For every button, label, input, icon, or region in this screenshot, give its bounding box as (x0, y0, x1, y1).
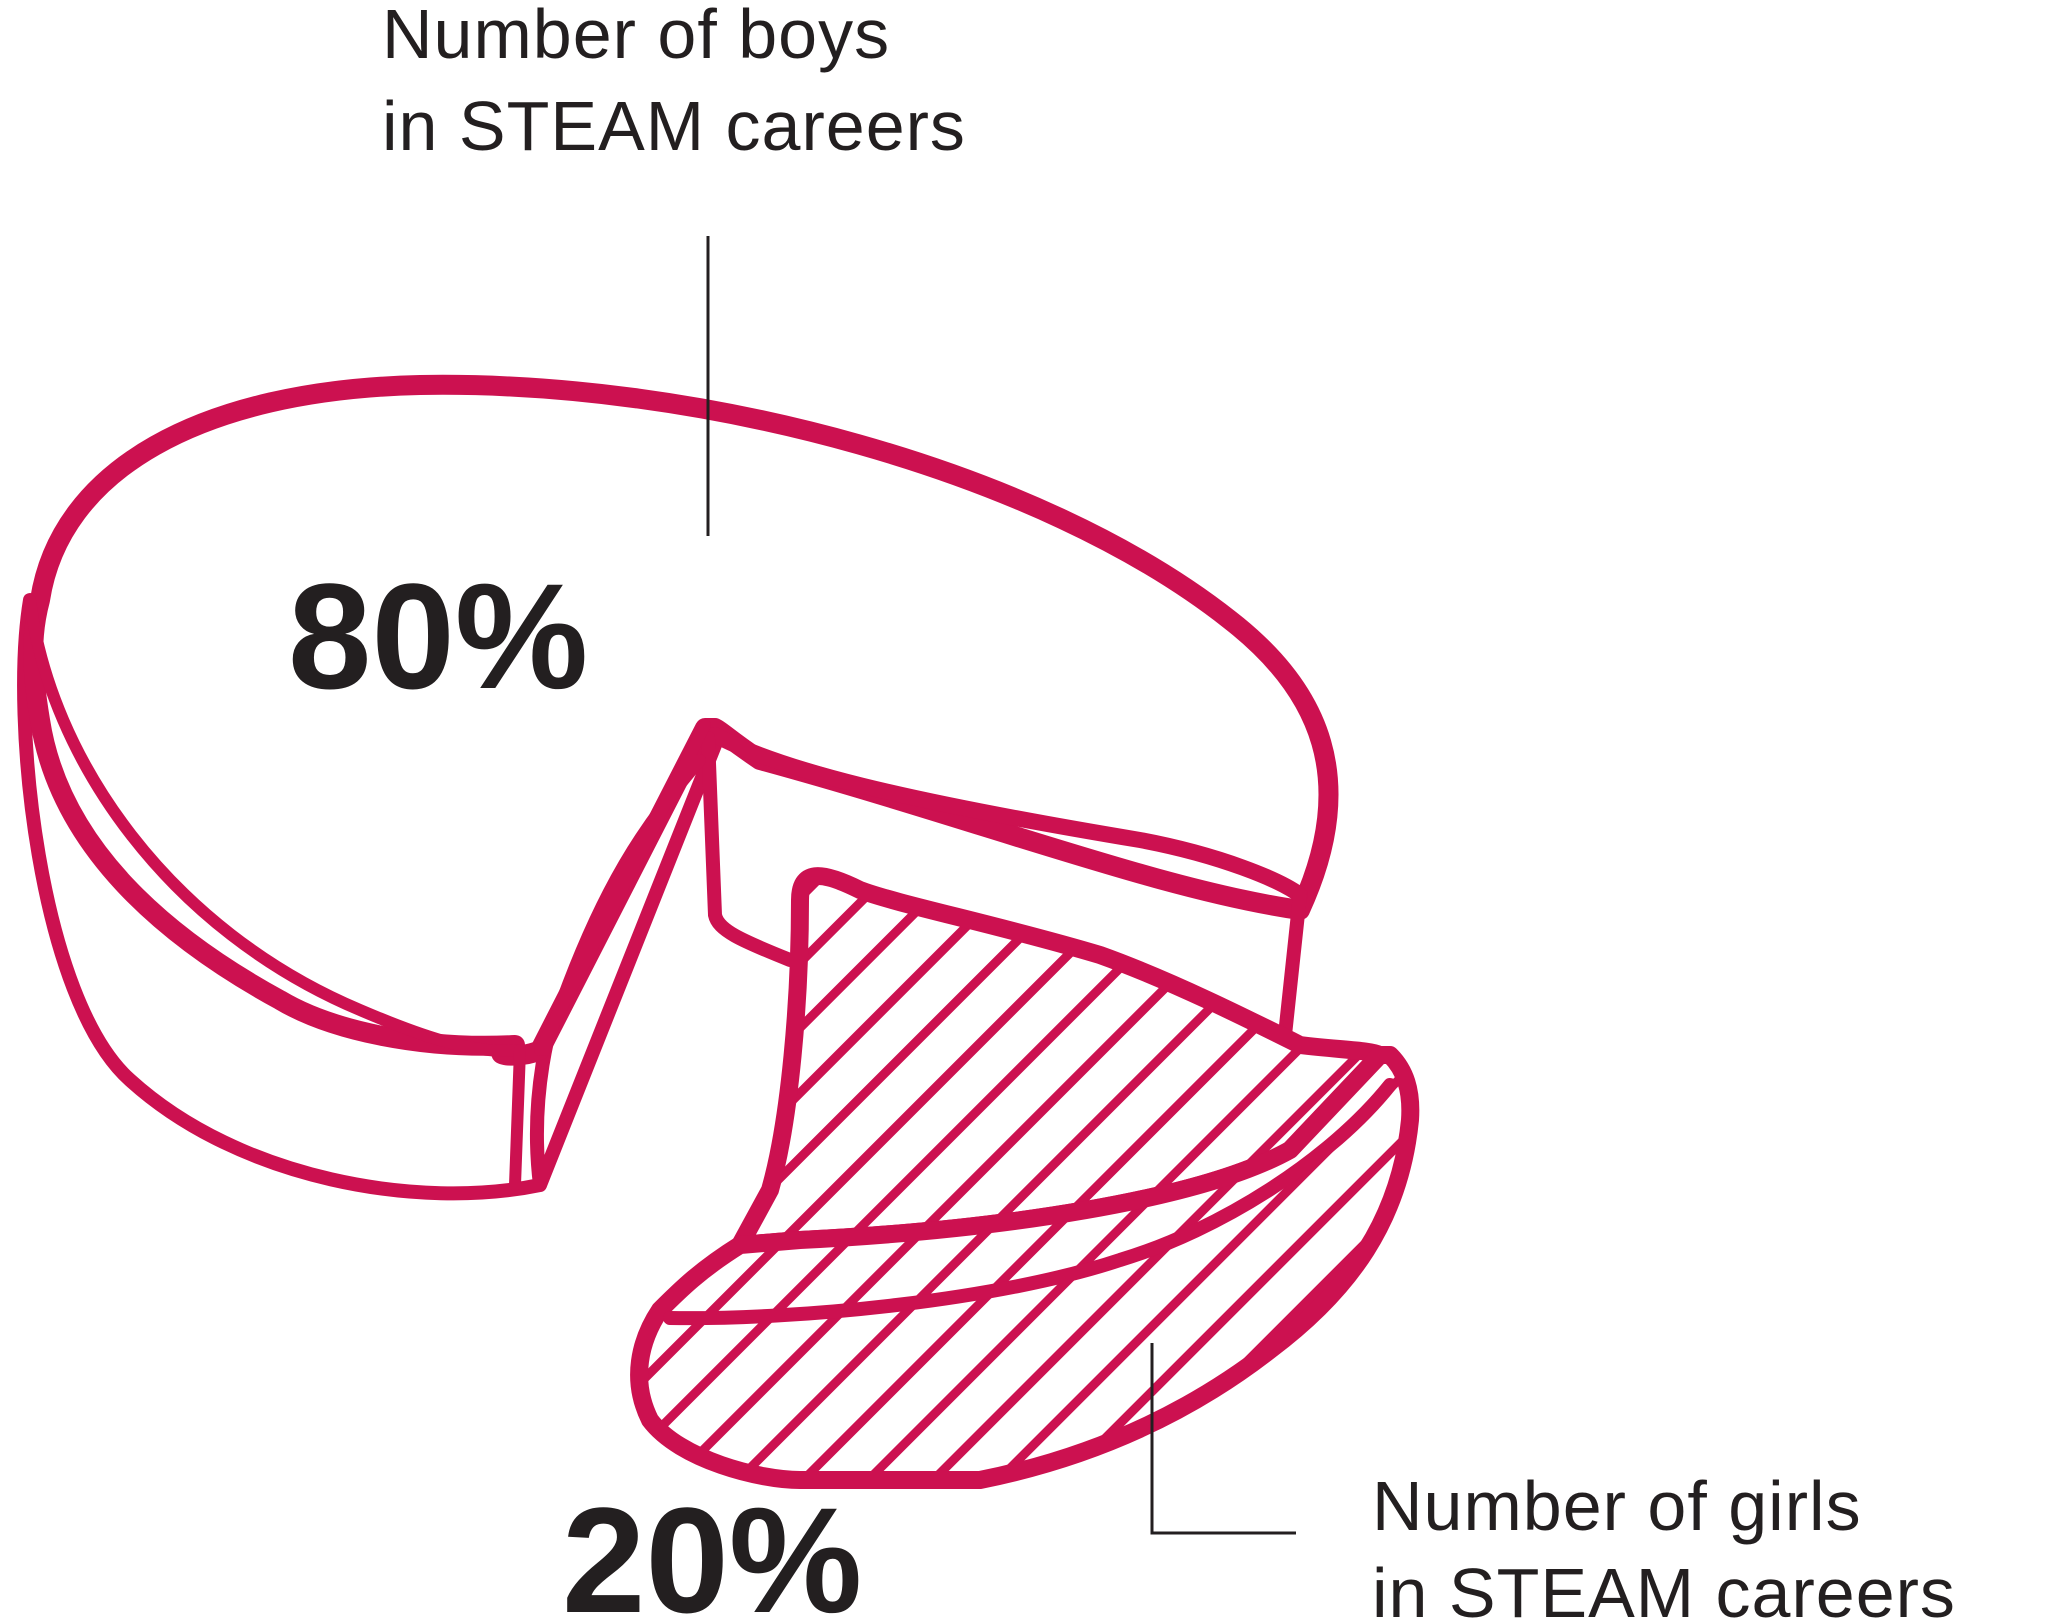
slice-boys-bottom-rim (509, 1044, 526, 1191)
slice-boys-top (23, 374, 1339, 1066)
value-label-boys: 80% (288, 552, 588, 720)
pie-slice-girls (630, 867, 1420, 1489)
slice-boys-cut-side (701, 731, 797, 967)
callout-girls: Number of girls in STEAM careers (1372, 1467, 1956, 1623)
slice-boys-cut-edge (707, 727, 1308, 903)
callout-boys: Number of boys in STEAM careers (382, 0, 966, 165)
callout-girls-line-1: Number of girls (1372, 1467, 1862, 1545)
slice-boys-notch-wall (534, 719, 711, 1056)
slice-boys-right-wall (1278, 888, 1307, 1042)
slice-girls-side (630, 1046, 1420, 1489)
value-label-girls: 20% (562, 1476, 862, 1623)
callout-boys-line-1: Number of boys (382, 0, 890, 73)
slice-boys-rim-line (24, 594, 526, 1057)
leader-line-girls (1150, 1343, 1296, 1535)
slice-girls-edge-line (663, 1078, 1397, 1326)
callout-girls-line-2: in STEAM careers (1372, 1554, 1956, 1623)
callout-boys-line-2: in STEAM careers (382, 87, 966, 165)
pie-slice-boys (17, 374, 1339, 1201)
slice-girls-top (731, 867, 1389, 1254)
